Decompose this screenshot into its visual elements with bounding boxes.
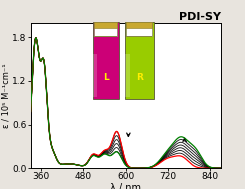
Text: PDI-SY: PDI-SY <box>179 12 220 22</box>
Text: R: R <box>136 73 143 82</box>
Bar <box>125 54 130 97</box>
FancyBboxPatch shape <box>125 22 154 99</box>
Bar <box>126 36 152 37</box>
Bar <box>126 22 152 28</box>
X-axis label: λ / nm: λ / nm <box>110 183 141 189</box>
FancyBboxPatch shape <box>93 22 119 99</box>
Text: L: L <box>103 73 109 82</box>
Y-axis label: ε / 10⁵ M⁻¹cm⁻¹: ε / 10⁵ M⁻¹cm⁻¹ <box>2 63 11 128</box>
Bar <box>94 22 117 36</box>
Bar <box>126 22 152 36</box>
Bar <box>94 36 117 37</box>
Bar <box>93 54 97 97</box>
Bar <box>94 22 117 28</box>
